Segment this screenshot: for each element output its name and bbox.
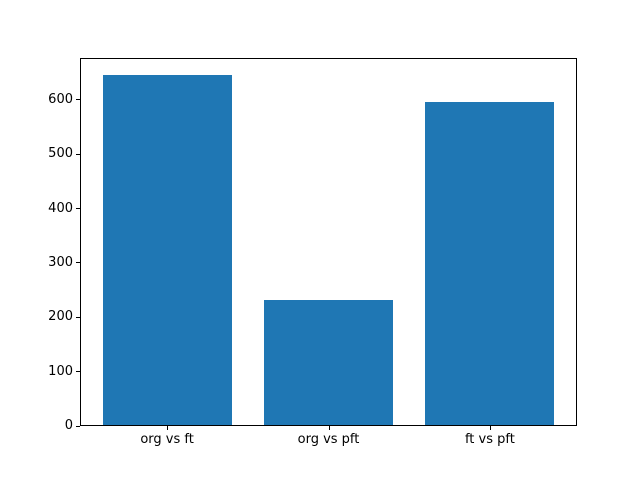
- bar-org-vs-ft: [102, 74, 232, 426]
- y-axis-tick-label: 500: [48, 146, 73, 162]
- y-axis-tick-mark: [76, 316, 80, 318]
- y-axis-tick-label: 400: [48, 200, 73, 216]
- x-axis-tick-mark: [489, 426, 491, 430]
- y-axis-tick-label: 0: [64, 418, 73, 433]
- y-axis-tick-mark: [76, 371, 80, 373]
- bar-org-vs-pft: [264, 299, 394, 426]
- y-axis-tick-mark: [76, 262, 80, 264]
- x-axis-tick-label: ft vs pft: [464, 432, 515, 447]
- y-axis-tick-mark: [76, 153, 80, 155]
- y-axis-tick-mark: [76, 99, 80, 101]
- plot-area-spines: [80, 58, 577, 426]
- x-axis-tick-mark: [167, 426, 169, 430]
- y-axis-tick-label: 600: [48, 91, 73, 107]
- x-axis-tick-label: org vs pft: [297, 432, 360, 447]
- y-axis-tick-label: 300: [48, 254, 73, 270]
- bar-ft-vs-pft: [425, 102, 555, 426]
- y-axis-tick-label: 200: [48, 309, 73, 325]
- y-axis-tick-label: 100: [48, 363, 73, 379]
- x-axis-tick-label: org vs ft: [140, 432, 194, 447]
- y-axis-tick-mark: [76, 425, 80, 427]
- x-axis-tick-mark: [328, 426, 330, 430]
- y-axis-tick-mark: [76, 208, 80, 210]
